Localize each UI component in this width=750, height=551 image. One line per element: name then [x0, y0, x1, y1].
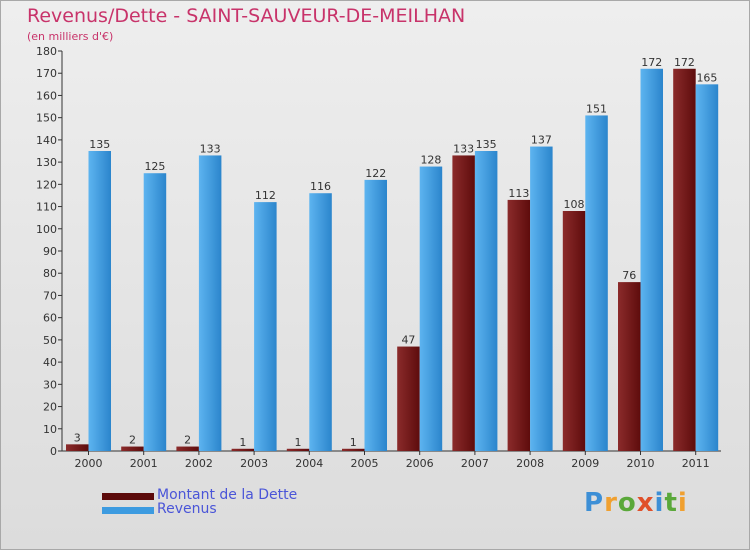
data-label-revenus-2002: 133	[200, 142, 221, 155]
bar-revenus-2011	[695, 84, 719, 451]
bar-revenus-2009	[585, 115, 608, 451]
bar-revenus-2003	[254, 202, 277, 451]
bar-dette-2002	[176, 446, 199, 451]
data-label-revenus-2006: 128	[420, 154, 441, 167]
y-tick-label: 150	[36, 112, 57, 125]
bar-dette-2007	[452, 155, 475, 451]
x-tick-label: 2005	[351, 457, 379, 470]
x-tick-label: 2010	[627, 457, 655, 470]
data-label-revenus-2001: 125	[144, 160, 165, 173]
y-tick-label: 40	[43, 356, 57, 369]
x-tick-label: 2004	[295, 457, 323, 470]
bar-dette-2005	[342, 448, 365, 451]
y-tick-label: 180	[36, 45, 57, 58]
bar-dette-2003	[231, 448, 255, 451]
data-label-dette-2002: 2	[184, 434, 191, 447]
x-tick-label: 2003	[240, 457, 268, 470]
bar-dette-2010	[618, 282, 641, 451]
data-label-dette-2004: 1	[295, 436, 302, 449]
data-label-dette-2000: 3	[74, 431, 81, 444]
y-tick-label: 110	[36, 201, 57, 214]
x-tick-label: 2001	[130, 457, 158, 470]
y-tick-label: 90	[43, 245, 57, 258]
data-label-dette-2008: 113	[508, 187, 529, 200]
data-label-dette-2006: 47	[401, 334, 415, 347]
logo-letter: o	[617, 488, 637, 518]
y-tick-label: 10	[43, 423, 57, 436]
y-tick-label: 140	[36, 134, 57, 147]
data-label-dette-2010: 76	[622, 269, 636, 282]
y-tick-label: 100	[36, 223, 57, 236]
legend-label-revenus: Revenus	[157, 501, 217, 517]
bar-dette-2004	[286, 448, 310, 451]
logo-letter: i	[654, 488, 665, 518]
bar-revenus-2007	[474, 151, 498, 451]
bar-revenus-2006	[419, 166, 443, 452]
y-tick-label: 170	[36, 67, 57, 80]
data-label-revenus-2004: 116	[310, 180, 331, 193]
bar-revenus-2008	[530, 146, 553, 452]
y-tick-label: 160	[36, 89, 57, 102]
data-label-revenus-2010: 172	[641, 56, 662, 69]
data-label-dette-2005: 1	[350, 436, 357, 449]
data-label-revenus-2003: 112	[255, 189, 276, 202]
legend-swatch-dette	[102, 493, 154, 500]
y-tick-label: 80	[43, 267, 57, 280]
data-label-revenus-2005: 122	[365, 167, 386, 180]
bar-revenus-2001	[143, 173, 167, 451]
bar-dette-2006	[397, 346, 420, 451]
logo-letter: i	[677, 488, 688, 518]
bar-revenus-2000	[88, 151, 111, 451]
y-tick-label: 50	[43, 334, 57, 347]
chart-axes: 0 10 20 30 40 50 60 70 80 90 100 110 120 130 140 150 160…	[36, 45, 721, 470]
bar-revenus-2005	[364, 179, 387, 451]
y-tick-label: 60	[43, 312, 57, 325]
logo-letter: r	[604, 488, 618, 518]
legend-swatch-revenus	[102, 507, 154, 514]
data-label-revenus-2007: 135	[476, 138, 497, 151]
data-label-revenus-2008: 137	[531, 134, 552, 147]
data-label-dette-2001: 2	[129, 434, 136, 447]
data-label-dette-2009: 108	[564, 198, 585, 211]
bar-dette-2008	[507, 199, 531, 451]
y-tick-label: 130	[36, 156, 57, 169]
chart-title: Revenus/Dette - SAINT-SAUVEUR-DE-MEILHAN	[27, 5, 466, 27]
y-tick-label: 30	[43, 378, 57, 391]
data-label-dette-2011: 172	[674, 56, 695, 69]
bar-dette-2000	[66, 444, 89, 451]
data-label-dette-2003: 1	[239, 436, 246, 449]
bar-revenus-2002	[198, 155, 222, 451]
y-tick-label: 70	[43, 289, 57, 302]
legend-label-dette: Montant de la Dette	[157, 487, 298, 503]
data-label-dette-2007: 133	[453, 142, 474, 155]
bar-dette-2009	[562, 211, 586, 451]
x-tick-label: 2007	[461, 457, 489, 470]
y-tick-label: 120	[36, 178, 57, 191]
y-tick-label: 20	[43, 401, 57, 414]
x-tick-label: 2009	[571, 457, 599, 470]
x-tick-label: 2008	[516, 457, 544, 470]
x-tick-label: 2006	[406, 457, 434, 470]
chart-subtitle: (en milliers d'€)	[27, 30, 114, 43]
logo-letter: t	[664, 488, 678, 518]
data-label-revenus-2000: 135	[89, 138, 110, 151]
logo-letter: P	[584, 488, 605, 518]
bar-dette-2001	[121, 446, 144, 451]
bar-dette-2011	[673, 68, 696, 452]
x-tick-label: 2000	[75, 457, 103, 470]
chart-bars	[66, 68, 719, 452]
x-tick-label: 2011	[682, 457, 710, 470]
bar-revenus-2010	[640, 68, 663, 452]
y-tick-label: 0	[50, 445, 57, 458]
data-label-revenus-2009: 151	[586, 102, 607, 115]
proxiti-logo: Proxiti	[584, 488, 688, 518]
data-label-revenus-2011: 165	[696, 71, 717, 84]
bar-revenus-2004	[309, 193, 332, 451]
x-tick-label: 2002	[185, 457, 213, 470]
logo-letter: x	[636, 488, 655, 518]
